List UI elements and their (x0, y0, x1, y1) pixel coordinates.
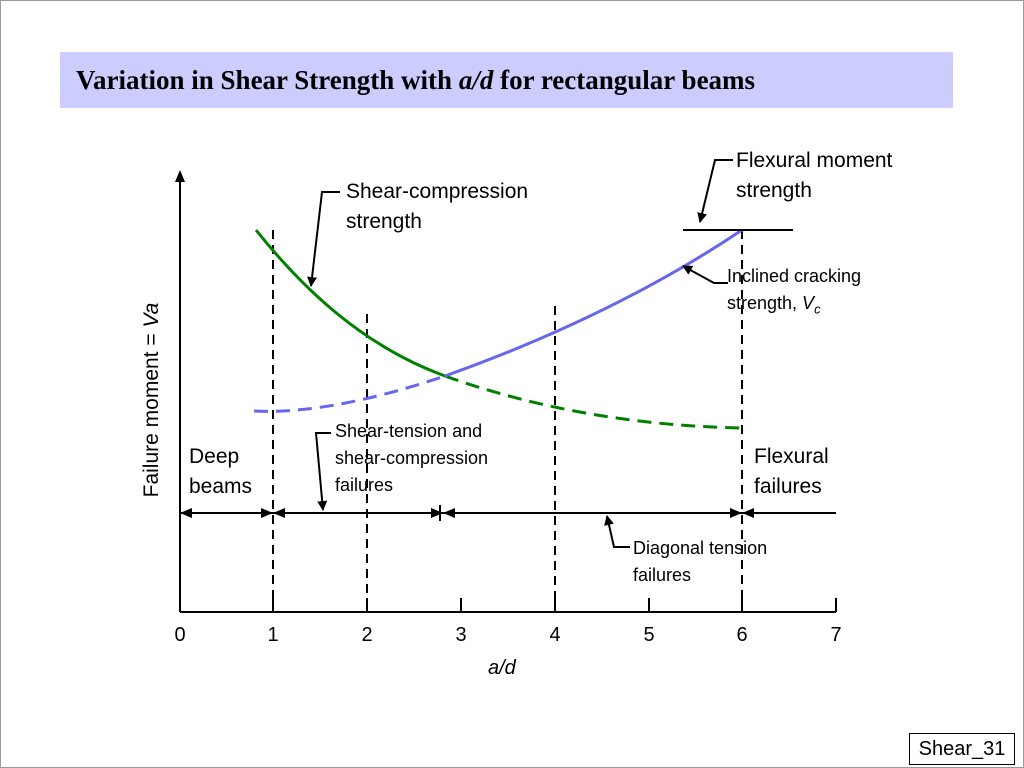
flexural-moment-strength-label: Flexural moment strength (736, 149, 893, 202)
x-tick-label: 6 (736, 624, 748, 646)
x-tick-label: 0 (174, 624, 186, 646)
shear-compression-strength-label: Shear-compression strength (346, 180, 529, 233)
x-tick-label: 7 (830, 624, 842, 646)
x-tick-label: 2 (361, 624, 373, 646)
inclined-cracking-leader (682, 265, 728, 284)
x-tick-label: 4 (549, 624, 561, 646)
shear-compression-curve (254, 229, 446, 378)
deep-beams-label: Deep beams (189, 445, 253, 498)
y-axis-arrowhead (175, 170, 185, 182)
slide-title: Variation in Shear Strength with a/d for… (76, 64, 756, 95)
flexural-moment-leader (697, 159, 733, 223)
shear-compression-leader (307, 191, 340, 287)
inclined-cracking-strength-label: Inclined cracking strength, Vc (727, 266, 862, 317)
shear-tension-leader (314, 432, 331, 511)
region-arrowheads (180, 508, 754, 518)
x-tick-label: 3 (455, 624, 467, 646)
x-axis-tick-marks (179, 598, 837, 612)
x-tick-label: 5 (643, 624, 655, 646)
inclined-cracking-curve-dashed (253, 374, 446, 413)
flexural-failures-label: Flexural failures (754, 445, 829, 498)
diagonal-tension-leader (604, 515, 630, 548)
slide-number: Shear_31 (909, 733, 1015, 765)
shear-compression-curve-dashed (444, 374, 743, 430)
x-tick-label: 1 (267, 624, 279, 646)
shear-tension-failures-label: Shear-tension and shear-compression failur… (335, 421, 489, 495)
diagonal-tension-failures-label: Diagonal tension failures (633, 538, 768, 585)
y-axis-label: Failure moment = Va (140, 302, 163, 498)
x-axis-label: a/d (488, 657, 516, 679)
inclined-cracking-curve (444, 228, 743, 378)
title-banner: Variation in Shear Strength with a/d for… (60, 52, 953, 108)
